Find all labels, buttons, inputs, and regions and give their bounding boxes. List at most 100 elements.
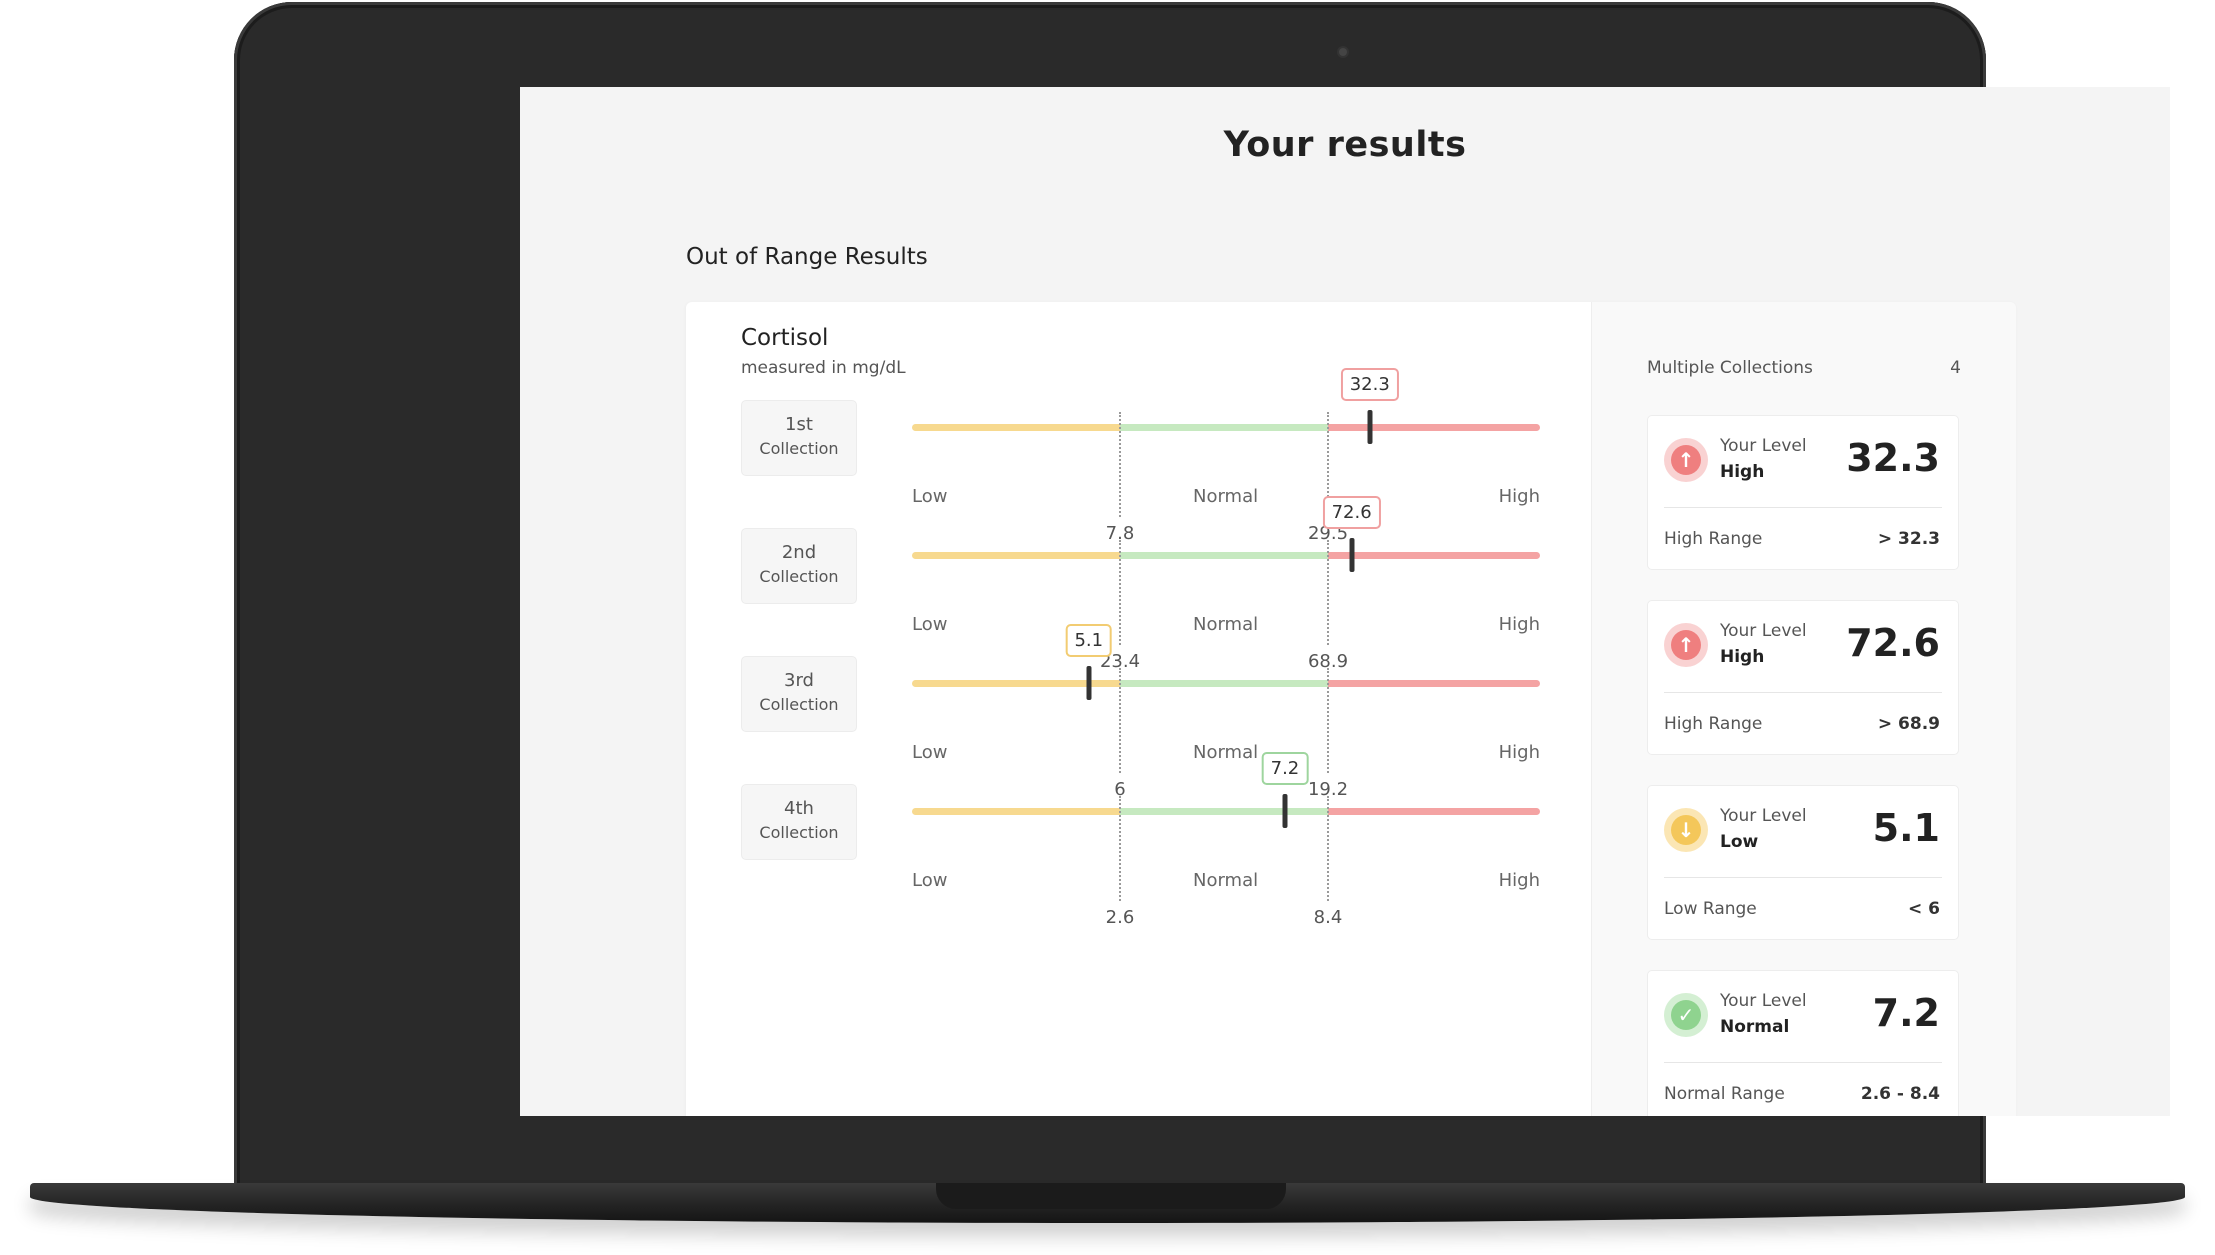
low-threshold-value: 6 (1114, 779, 1126, 800)
range-bar-normal-segment (1120, 808, 1328, 815)
your-level-label: Your Level (1720, 991, 1807, 1011)
range-bar: Low Normal High 2.6 8.4 7.2 (912, 752, 1540, 928)
range-bar-high-segment (1328, 808, 1540, 815)
collection-label: Collection (759, 439, 839, 458)
range-bar-high-segment (1328, 424, 1540, 431)
collection-label: Collection (759, 567, 839, 586)
level-value: 5.1 (1872, 806, 1940, 850)
high-threshold-divider (1327, 412, 1329, 517)
range-bar-normal-segment (1120, 680, 1328, 687)
range-bar: Low Normal High 7.8 29.5 32.3 (912, 368, 1540, 544)
your-level-label: Your Level (1720, 806, 1807, 826)
zone-label-low: Low (912, 614, 948, 635)
range-label: High Range (1664, 529, 1763, 549)
level-status: High (1720, 647, 1765, 667)
laptop-screen: Your results Out of Range Results Cortis… (520, 87, 2170, 1116)
status-icon-wrap: ↑ (1664, 438, 1708, 482)
zone-label-low: Low (912, 742, 948, 763)
high-threshold-divider (1327, 540, 1329, 645)
level-value: 72.6 (1846, 621, 1940, 665)
card-divider (1664, 692, 1942, 693)
result-card[interactable]: ↑ Your Level High 72.6 High Range > 68.9 (1647, 600, 1959, 755)
laptop-notch (936, 1183, 1286, 1209)
zone-label-normal: Normal (1193, 486, 1259, 507)
zone-label-low: Low (912, 870, 948, 891)
range-bar-low-segment (912, 808, 1120, 815)
value-marker (1282, 794, 1288, 828)
laptop-lid: Your results Out of Range Results Cortis… (234, 2, 2170, 1190)
zone-label-high: High (1498, 742, 1540, 763)
collection-count: 4 (1950, 358, 1961, 378)
collection-row: 4th Collection Low Normal High 2.6 8.4 7.2 (686, 752, 1586, 944)
collection-label: Collection (759, 823, 839, 842)
range-bar-high-segment (1328, 680, 1540, 687)
range-bar-low-segment (912, 680, 1120, 687)
zone-label-high: High (1498, 870, 1540, 891)
result-card[interactable]: ✓ Your Level Normal 7.2 Normal Range 2.6 - 8.… (1647, 970, 1959, 1116)
high-threshold-value: 8.4 (1313, 907, 1343, 928)
value-tag: 32.3 (1340, 368, 1399, 401)
test-name: Cortisol (741, 325, 829, 351)
card-divider (1664, 1062, 1942, 1063)
value-tag: 72.6 (1322, 496, 1381, 529)
range-bar-normal-segment (1120, 424, 1328, 431)
low-threshold-divider (1119, 668, 1121, 773)
value-marker (1086, 666, 1092, 700)
results-card: Cortisol measured in mg/dL 1st Collection… (686, 302, 2016, 1116)
level-status: High (1720, 462, 1765, 482)
panel-heading: Multiple Collections (1647, 358, 1813, 378)
low-threshold-value: 7.8 (1105, 523, 1135, 544)
range-bar-normal-segment (1120, 552, 1328, 559)
range-label: Normal Range (1664, 1084, 1785, 1104)
low-threshold-value: 2.6 (1105, 907, 1135, 928)
collection-label: Collection (759, 695, 839, 714)
zone-label-high: High (1498, 486, 1540, 507)
value-marker (1367, 410, 1373, 444)
page-title: Your results (1223, 125, 1467, 165)
zone-label-low: Low (912, 486, 948, 507)
card-divider (1664, 877, 1942, 878)
collection-ordinal: 3rd (784, 670, 814, 691)
range-bar-low-segment (912, 552, 1120, 559)
status-icon-wrap: ↑ (1664, 623, 1708, 667)
value-tag: 7.2 (1261, 752, 1309, 785)
range-bar-high-segment (1328, 552, 1540, 559)
range-bar: Low Normal High 23.4 68.9 72.6 (912, 496, 1540, 672)
arrow-up-icon: ↑ (1671, 445, 1701, 475)
level-value: 7.2 (1872, 991, 1940, 1035)
collection-badge: 3rd Collection (741, 656, 857, 732)
arrow-down-icon: ↓ (1671, 815, 1701, 845)
camera-dot (1339, 48, 1347, 56)
zone-label-high: High (1498, 614, 1540, 635)
test-unit: measured in mg/dL (741, 358, 906, 378)
range-value: > 68.9 (1877, 714, 1940, 734)
range-bar: Low Normal High 6 19.2 5.1 (912, 624, 1540, 800)
range-bar-low-segment (912, 424, 1120, 431)
result-card[interactable]: ↑ Your Level High 32.3 High Range > 32.3 (1647, 415, 1959, 570)
collection-ordinal: 2nd (781, 542, 817, 563)
high-threshold-value: 68.9 (1307, 651, 1349, 672)
collection-row: 1st Collection Low Normal High 7.8 29.5 32.3 (686, 368, 1586, 560)
high-threshold-divider (1327, 796, 1329, 901)
zone-label-normal: Normal (1193, 870, 1259, 891)
zone-label-normal: Normal (1193, 742, 1259, 763)
collection-badge: 2nd Collection (741, 528, 857, 604)
level-value: 32.3 (1846, 436, 1940, 480)
collection-ordinal: 4th (784, 798, 814, 819)
your-level-label: Your Level (1720, 621, 1807, 641)
section-title: Out of Range Results (686, 244, 928, 270)
status-icon-wrap: ↓ (1664, 808, 1708, 852)
collection-ordinal: 1st (785, 414, 813, 435)
high-threshold-divider (1327, 668, 1329, 773)
collections-panel: Multiple Collections 4 ↑ Your Level High 32… (1591, 302, 2016, 1116)
status-icon-wrap: ✓ (1664, 993, 1708, 1037)
checkmark-icon: ✓ (1671, 1000, 1701, 1030)
range-value: > 32.3 (1877, 529, 1940, 549)
value-tag: 5.1 (1065, 624, 1113, 657)
low-threshold-divider (1119, 412, 1121, 517)
low-threshold-divider (1119, 540, 1121, 645)
collection-badge: 1st Collection (741, 400, 857, 476)
collection-row: 3rd Collection Low Normal High 6 19.2 5.1 (686, 624, 1586, 816)
result-card[interactable]: ↓ Your Level Low 5.1 Low Range < 6 (1647, 785, 1959, 940)
zone-label-normal: Normal (1193, 614, 1259, 635)
